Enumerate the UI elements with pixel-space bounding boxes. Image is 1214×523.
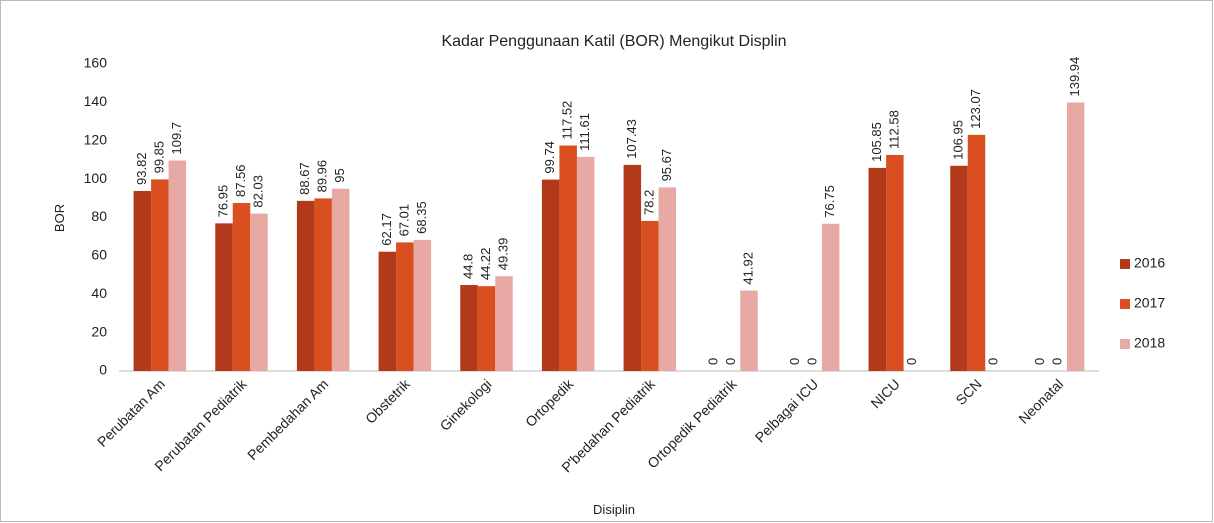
y-tick-label: 40 bbox=[91, 285, 107, 301]
data-label: 87.56 bbox=[233, 164, 248, 197]
bar bbox=[168, 160, 187, 371]
data-label: 67.01 bbox=[396, 204, 411, 237]
bar bbox=[623, 164, 642, 371]
chart-title: Kadar Penggunaan Katil (BOR) Mengikut Di… bbox=[441, 33, 786, 50]
bar bbox=[641, 220, 659, 371]
bar bbox=[658, 187, 677, 371]
data-label: 139.94 bbox=[1067, 57, 1082, 97]
bar bbox=[495, 276, 513, 371]
data-label: 0 bbox=[904, 358, 919, 365]
y-tick-label: 100 bbox=[84, 170, 108, 186]
bar bbox=[950, 165, 968, 371]
bar bbox=[460, 285, 478, 371]
y-axis-label: BOR bbox=[52, 204, 67, 232]
data-label: 95.67 bbox=[659, 149, 674, 182]
data-label: 49.39 bbox=[495, 238, 510, 271]
bar bbox=[541, 179, 560, 371]
data-label: 68.35 bbox=[414, 201, 429, 234]
data-label: 111.61 bbox=[577, 113, 592, 151]
bar bbox=[886, 154, 904, 371]
y-tick-label: 80 bbox=[91, 208, 107, 224]
bar bbox=[215, 223, 233, 371]
data-label: 0 bbox=[1032, 358, 1047, 365]
bar bbox=[967, 134, 986, 371]
data-label: 109.7 bbox=[169, 122, 184, 155]
data-label: 44.22 bbox=[478, 248, 493, 281]
legend-swatch bbox=[1120, 259, 1130, 269]
bar bbox=[1066, 102, 1085, 372]
data-label: 112.58 bbox=[886, 110, 901, 149]
bar bbox=[314, 198, 332, 371]
y-tick-label: 120 bbox=[84, 131, 108, 147]
bar bbox=[151, 179, 169, 371]
bar bbox=[250, 213, 268, 371]
y-tick-label: 60 bbox=[91, 247, 107, 263]
data-label: 93.82 bbox=[134, 152, 149, 185]
y-tick-label: 0 bbox=[99, 362, 107, 378]
data-label: 123.07 bbox=[968, 89, 983, 129]
bar bbox=[396, 242, 414, 371]
bar bbox=[232, 202, 251, 371]
bar bbox=[477, 286, 496, 371]
data-label: 117.52 bbox=[560, 101, 575, 140]
y-tick-label: 20 bbox=[91, 323, 107, 339]
data-label: 0 bbox=[705, 358, 720, 365]
bar bbox=[378, 251, 397, 371]
bar bbox=[740, 290, 758, 371]
bar bbox=[296, 200, 315, 371]
data-label: 82.03 bbox=[250, 175, 265, 208]
data-label: 0 bbox=[723, 358, 738, 365]
data-label: 62.17 bbox=[379, 213, 394, 246]
legend-label: 2016 bbox=[1134, 255, 1165, 271]
data-label: 0 bbox=[985, 358, 1000, 365]
data-label: 41.92 bbox=[740, 252, 755, 285]
legend-swatch bbox=[1120, 299, 1130, 309]
data-label: 89.96 bbox=[315, 160, 330, 193]
y-tick-label: 160 bbox=[84, 55, 108, 71]
bar bbox=[413, 239, 432, 371]
bar bbox=[868, 167, 887, 371]
data-label: 76.95 bbox=[215, 185, 230, 218]
bar bbox=[331, 188, 350, 371]
x-axis-label: Disiplin bbox=[593, 502, 635, 517]
bar bbox=[559, 145, 577, 371]
data-label: 76.75 bbox=[822, 185, 837, 218]
data-label: 106.95 bbox=[950, 120, 965, 160]
data-label: 0 bbox=[1050, 358, 1065, 365]
legend-label: 2017 bbox=[1134, 295, 1165, 311]
data-label: 0 bbox=[805, 358, 820, 365]
data-label: 78.2 bbox=[641, 190, 656, 215]
legend-swatch bbox=[1120, 339, 1130, 349]
data-label: 95 bbox=[332, 168, 347, 182]
data-label: 0 bbox=[787, 358, 802, 365]
data-label: 105.85 bbox=[869, 122, 884, 162]
bar bbox=[133, 190, 152, 371]
data-label: 88.67 bbox=[297, 162, 312, 195]
bar bbox=[821, 223, 840, 371]
y-tick-label: 140 bbox=[84, 93, 108, 109]
data-label: 107.43 bbox=[624, 119, 639, 159]
data-label: 99.85 bbox=[151, 141, 166, 174]
data-label: 44.8 bbox=[460, 254, 475, 279]
legend-label: 2018 bbox=[1134, 335, 1165, 351]
data-label: 99.74 bbox=[542, 141, 557, 174]
bar bbox=[576, 156, 595, 371]
